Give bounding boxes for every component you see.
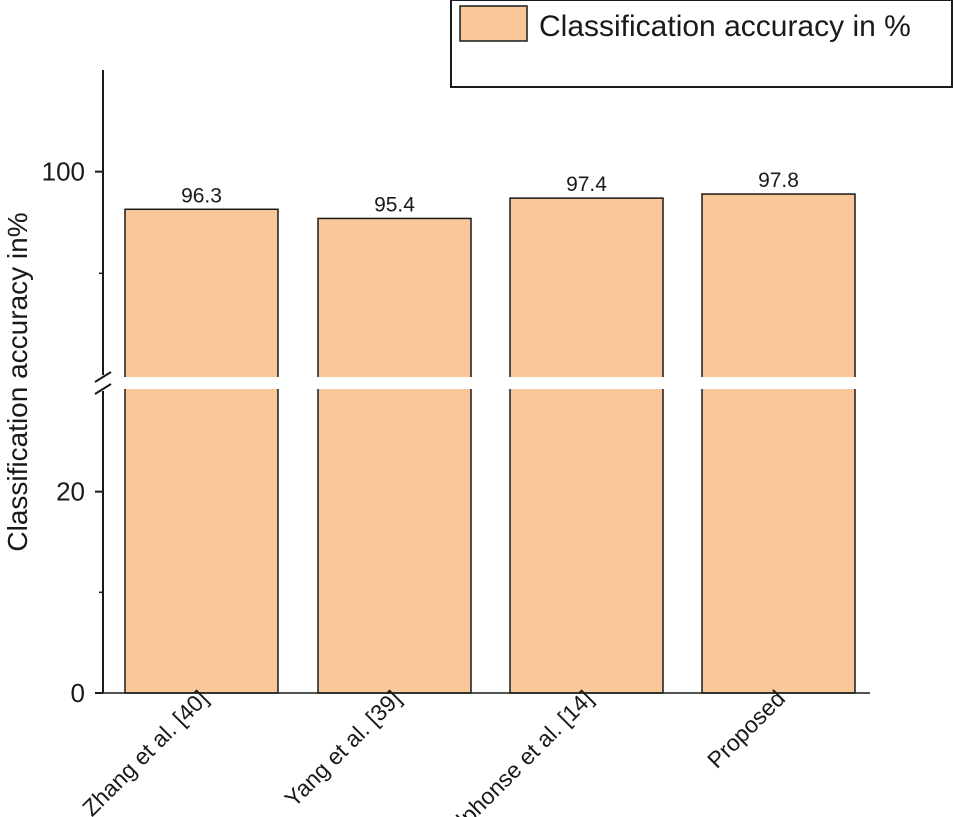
bar-3 — [509, 197, 664, 694]
data-label-1: 96.3 — [181, 184, 222, 207]
bar-1 — [124, 208, 279, 694]
y-tick-label-20: 20 — [56, 477, 85, 507]
y-tick-label-100: 100 — [42, 157, 85, 187]
bar-4 — [701, 193, 856, 694]
y-axis-label: Classification accuracy in% — [2, 212, 33, 551]
axis-break — [93, 371, 873, 395]
x-tick-labels: Zhang et al. [40] Yang et al. [39] Alphons… — [77, 685, 790, 817]
x-tick-label-2: Yang et al. [39] — [279, 685, 406, 812]
x-tick-label-3: Alphonse et al. [14] — [440, 685, 598, 817]
data-label-2: 95.4 — [374, 193, 415, 216]
legend-box — [450, 0, 953, 88]
bar-2 — [317, 217, 472, 694]
data-label-3: 97.4 — [566, 173, 607, 196]
legend: Classification accuracy in % — [450, 0, 953, 88]
data-labels: 96.3 95.4 97.4 97.8 — [181, 169, 799, 216]
legend-swatch — [459, 5, 528, 42]
x-tick-label-4: Proposed — [702, 685, 790, 773]
legend-label: Classification accuracy in % — [539, 10, 911, 43]
break-gap — [93, 377, 873, 389]
x-tick-label-1: Zhang et al. [40] — [77, 685, 213, 817]
break-mark-top — [94, 371, 112, 383]
bars-group — [124, 193, 856, 694]
break-mark-bottom — [94, 383, 112, 395]
y-tick-label-0: 0 — [71, 678, 85, 708]
y-axis: 0 20 100 — [42, 70, 870, 708]
data-label-4: 97.8 — [758, 169, 799, 192]
